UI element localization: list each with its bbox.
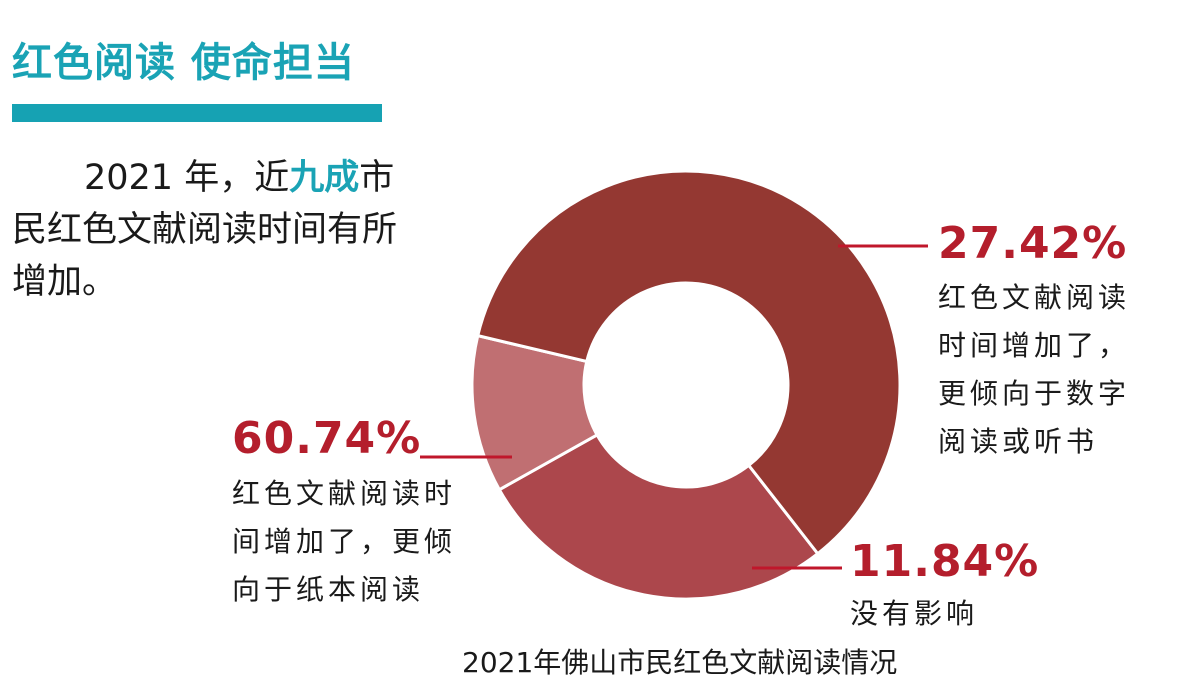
slice-label-digital: 27.42%	[938, 218, 1128, 269]
intro-highlight: 九成	[289, 158, 360, 198]
intro-text: 2021 年，近九成市民红色文献阅读时间有所增加。	[12, 152, 412, 308]
slice-desc-digital: 红色文献阅读时间增加了，更倾向于数字阅读或听书	[938, 281, 1131, 458]
chart-caption: 2021年佛山市民红色文献阅读情况	[462, 646, 898, 679]
slice-desc-no-effect: 没有影响	[850, 597, 979, 630]
intro-year: 2021 年，近	[84, 158, 290, 198]
slice-desc-paper: 红色文献阅读时间增加了，更倾向于纸本阅读	[232, 477, 457, 606]
header-bar	[12, 104, 382, 122]
slice-label-paper: 60.74%	[232, 413, 422, 464]
intro-rest: 市民红色文献阅读时间有所增加。	[12, 158, 398, 302]
slice-digital	[497, 432, 820, 601]
slice-paper	[475, 169, 902, 556]
slice-label-no-effect: 11.84%	[850, 536, 1040, 587]
header-title: 红色阅读 使命担当	[12, 40, 355, 86]
